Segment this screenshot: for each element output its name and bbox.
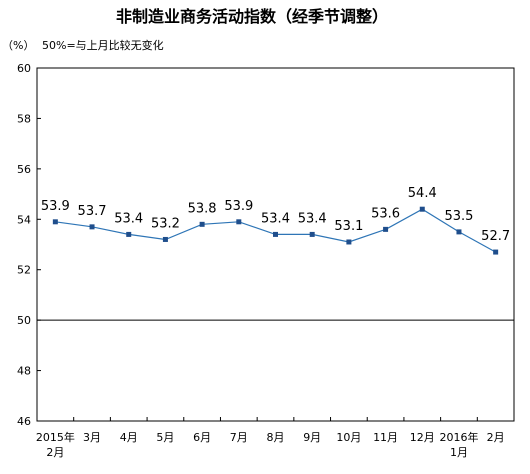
data-point <box>162 236 168 242</box>
data-point <box>199 221 205 227</box>
data-label: 53.4 <box>114 211 143 226</box>
x-tick-label: 2016年 <box>439 430 478 444</box>
y-tick-label: 58 <box>17 112 31 125</box>
data-label: 54.4 <box>408 186 437 201</box>
data-point <box>493 249 499 255</box>
y-tick-label: 56 <box>17 163 31 176</box>
y-tick-label: 48 <box>17 365 31 378</box>
data-label: 53.2 <box>151 216 180 231</box>
x-tick-label: 3月 <box>83 431 101 444</box>
data-label: 53.9 <box>224 199 253 214</box>
data-point <box>346 239 352 245</box>
y-tick-label: 60 <box>17 62 31 75</box>
y-unit-label: （%） <box>2 39 34 52</box>
data-point <box>273 231 278 237</box>
data-label: 53.6 <box>371 206 400 221</box>
y-tick-label: 46 <box>17 415 31 428</box>
data-point <box>456 229 462 235</box>
chart-title: 非制造业商务活动指数（经季节调整） <box>116 7 388 26</box>
plot-area: 46 48 50 52 54 56 58 60 2015年 2月 3月 4月 5月 6月 7月 8月 9月 10月… <box>17 62 515 459</box>
data-point <box>89 224 95 230</box>
data-label: 53.1 <box>334 219 363 234</box>
data-point <box>236 219 242 225</box>
x-tick-label: 1月 <box>450 446 468 459</box>
data-label: 53.9 <box>41 199 70 214</box>
x-tick-label: 8月 <box>267 431 285 444</box>
chart-note: 50%=与上月比较无变化 <box>42 38 164 52</box>
data-label: 53.5 <box>444 209 473 224</box>
x-tick-label: 9月 <box>303 431 321 444</box>
data-point <box>383 226 389 232</box>
plot-frame <box>36 67 515 422</box>
data-point <box>309 231 315 237</box>
data-point <box>126 231 132 237</box>
data-label: 53.8 <box>188 201 217 216</box>
data-point <box>419 206 425 212</box>
x-tick-label: 11月 <box>373 431 398 444</box>
x-tick-label: 2月 <box>487 431 505 444</box>
y-tick-label: 54 <box>17 213 31 226</box>
x-tick-label: 2015年 <box>36 430 75 444</box>
x-tick-label: 6月 <box>193 431 211 444</box>
data-label: 53.4 <box>261 211 290 226</box>
data-label: 52.7 <box>481 229 510 244</box>
x-tick-label: 7月 <box>230 431 248 444</box>
x-tick-label: 10月 <box>336 431 361 444</box>
y-tick-label: 50 <box>17 314 31 327</box>
x-tick-label: 4月 <box>120 431 138 444</box>
x-tick-label: 5月 <box>156 431 174 444</box>
data-label: 53.4 <box>298 211 327 226</box>
x-tick-label: 12月 <box>410 431 435 444</box>
data-label: 53.7 <box>78 204 107 219</box>
y-tick-label: 52 <box>17 264 31 277</box>
data-point <box>52 219 58 225</box>
x-tick-label: 2月 <box>46 446 64 459</box>
